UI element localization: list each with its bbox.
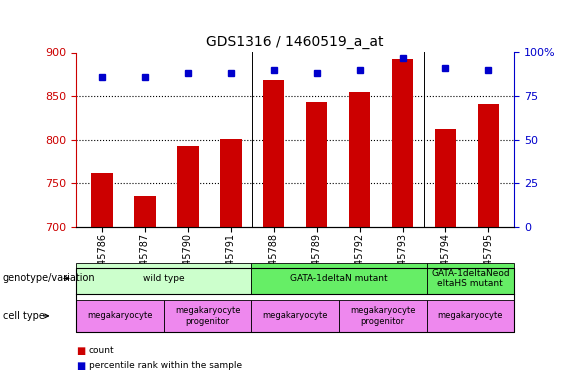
Text: GATA-1deltaN mutant: GATA-1deltaN mutant (290, 274, 388, 283)
Text: genotype/variation: genotype/variation (3, 273, 95, 284)
Text: GATA-1deltaNeod
eltaHS mutant: GATA-1deltaNeod eltaHS mutant (431, 269, 510, 288)
Bar (263, 80, 285, 227)
Text: megakaryocyte: megakaryocyte (88, 311, 153, 320)
Bar (177, 146, 199, 227)
Bar (349, 92, 370, 227)
Bar (392, 58, 413, 227)
Bar (220, 139, 242, 227)
Bar (92, 173, 113, 227)
Text: count: count (89, 346, 114, 355)
Title: GDS1316 / 1460519_a_at: GDS1316 / 1460519_a_at (206, 35, 384, 49)
Text: percentile rank within the sample: percentile rank within the sample (89, 361, 242, 370)
Text: megakaryocyte
progenitor: megakaryocyte progenitor (350, 306, 415, 326)
Bar (306, 102, 327, 227)
Text: megakaryocyte: megakaryocyte (438, 311, 503, 320)
Text: cell type: cell type (3, 311, 45, 321)
Bar (477, 104, 499, 227)
Bar (134, 196, 156, 227)
Text: wild type: wild type (143, 274, 185, 283)
Text: megakaryocyte
progenitor: megakaryocyte progenitor (175, 306, 240, 326)
Text: megakaryocyte: megakaryocyte (263, 311, 328, 320)
Text: ■: ■ (76, 361, 85, 370)
Text: ■: ■ (76, 346, 85, 355)
Bar (434, 129, 456, 227)
